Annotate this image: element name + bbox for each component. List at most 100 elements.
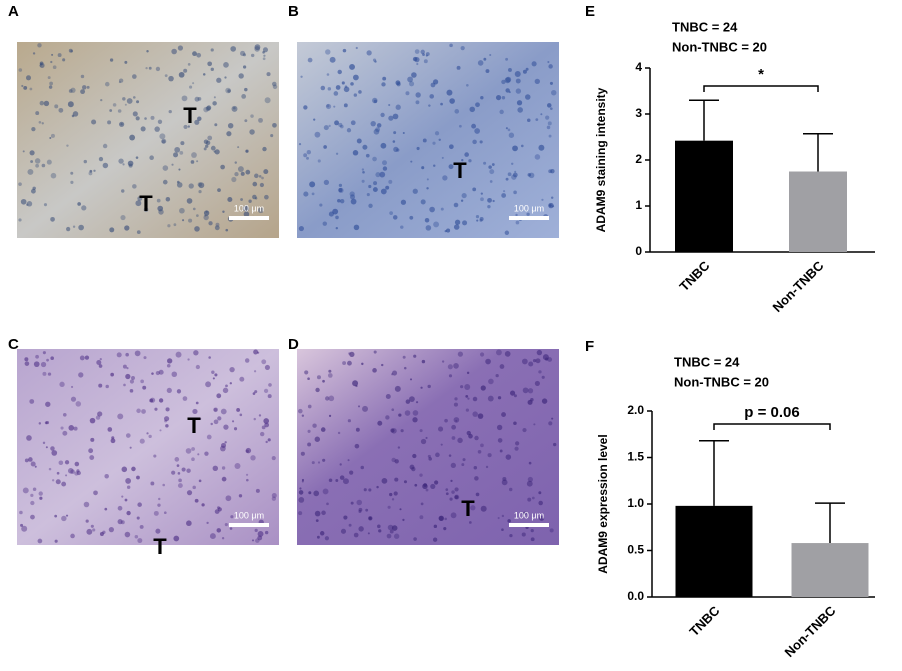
cell-nucleus bbox=[319, 531, 325, 536]
cell-nucleus bbox=[536, 349, 543, 356]
cell-nucleus bbox=[458, 124, 462, 128]
cell-nucleus bbox=[348, 523, 352, 527]
cell-nucleus bbox=[186, 468, 191, 473]
cell-nucleus bbox=[171, 371, 178, 378]
cell-nucleus bbox=[78, 372, 84, 378]
cell-nucleus bbox=[46, 159, 52, 165]
cell-nucleus bbox=[513, 190, 517, 195]
cell-nucleus bbox=[338, 187, 344, 194]
cell-nucleus bbox=[454, 109, 460, 114]
cell-nucleus bbox=[515, 213, 518, 217]
cell-nucleus bbox=[430, 483, 436, 489]
cell-nucleus bbox=[471, 123, 477, 129]
cell-nucleus bbox=[546, 125, 551, 130]
cell-nucleus bbox=[454, 495, 459, 500]
cell-nucleus bbox=[192, 207, 196, 211]
cell-nucleus bbox=[220, 408, 227, 415]
cell-nucleus bbox=[230, 515, 234, 519]
cell-nucleus bbox=[325, 103, 332, 110]
cell-nucleus bbox=[143, 207, 149, 213]
cell-nucleus bbox=[49, 81, 53, 86]
cell-nucleus bbox=[125, 478, 132, 484]
cell-nucleus bbox=[84, 355, 90, 360]
cell-nucleus bbox=[126, 98, 133, 104]
cell-nucleus bbox=[65, 474, 68, 477]
cell-nucleus bbox=[261, 176, 264, 180]
bar bbox=[675, 140, 733, 252]
cell-nucleus bbox=[552, 205, 555, 208]
cell-nucleus bbox=[349, 63, 355, 70]
cell-nucleus bbox=[105, 384, 109, 389]
cell-nucleus bbox=[166, 387, 172, 394]
count-label: TNBC = 24 bbox=[674, 354, 740, 369]
cell-nucleus bbox=[153, 454, 157, 458]
cell-nucleus bbox=[178, 71, 185, 78]
cell-nucleus bbox=[507, 519, 511, 523]
cell-nucleus bbox=[358, 526, 364, 532]
cell-nucleus bbox=[301, 414, 305, 417]
cell-nucleus bbox=[306, 150, 312, 155]
cell-nucleus bbox=[460, 385, 464, 389]
cell-nucleus bbox=[132, 96, 136, 99]
cell-nucleus bbox=[179, 207, 185, 214]
cell-nucleus bbox=[438, 515, 444, 521]
cell-nucleus bbox=[522, 387, 529, 394]
cell-nucleus bbox=[47, 372, 52, 376]
cell-nucleus bbox=[29, 399, 35, 404]
cell-nucleus bbox=[52, 65, 57, 70]
cell-nucleus bbox=[421, 166, 425, 170]
cell-nucleus bbox=[467, 397, 470, 400]
cell-nucleus bbox=[62, 58, 66, 62]
cell-nucleus bbox=[22, 487, 29, 494]
cell-nucleus bbox=[197, 97, 202, 101]
cell-nucleus bbox=[387, 524, 394, 531]
cell-nucleus bbox=[373, 350, 377, 354]
cell-nucleus bbox=[340, 124, 344, 129]
significance-label: * bbox=[758, 66, 764, 83]
cell-nucleus bbox=[470, 505, 476, 511]
cell-nucleus bbox=[50, 446, 55, 451]
cell-nucleus bbox=[350, 501, 354, 505]
cell-nucleus bbox=[56, 471, 60, 475]
cell-nucleus bbox=[373, 181, 378, 186]
cell-nucleus bbox=[380, 142, 387, 149]
cell-nucleus bbox=[457, 351, 464, 357]
cell-nucleus bbox=[473, 466, 478, 470]
cell-nucleus bbox=[440, 207, 444, 211]
cell-nucleus bbox=[325, 49, 331, 55]
cell-nucleus bbox=[530, 537, 535, 542]
cell-nucleus bbox=[210, 67, 214, 71]
cell-nucleus bbox=[350, 198, 357, 205]
cell-nucleus bbox=[177, 483, 183, 488]
cell-nucleus bbox=[26, 203, 29, 206]
cell-nucleus bbox=[188, 218, 193, 223]
cell-nucleus bbox=[334, 120, 339, 126]
cell-nucleus bbox=[99, 357, 102, 361]
cell-nucleus bbox=[229, 527, 233, 530]
cell-nucleus bbox=[154, 407, 158, 411]
cell-nucleus bbox=[254, 44, 261, 51]
cell-nucleus bbox=[521, 358, 528, 365]
cell-nucleus bbox=[231, 105, 238, 112]
cell-nucleus bbox=[253, 349, 259, 355]
cell-nucleus bbox=[453, 224, 460, 230]
cell-nucleus bbox=[487, 204, 491, 209]
cell-nucleus bbox=[70, 396, 77, 402]
cell-nucleus bbox=[390, 428, 395, 433]
cell-nucleus bbox=[136, 475, 140, 480]
micrograph bbox=[17, 349, 279, 545]
cell-nucleus bbox=[263, 54, 266, 57]
cell-nucleus bbox=[35, 354, 39, 359]
cell-nucleus bbox=[415, 401, 419, 404]
cell-nucleus bbox=[321, 510, 326, 516]
cell-nucleus bbox=[466, 430, 471, 436]
cell-nucleus bbox=[267, 394, 272, 399]
cell-nucleus bbox=[480, 197, 484, 202]
cell-nucleus bbox=[252, 194, 257, 200]
cell-nucleus bbox=[229, 366, 235, 373]
cell-nucleus bbox=[501, 412, 506, 418]
cell-nucleus bbox=[307, 377, 310, 381]
cell-nucleus bbox=[420, 386, 423, 389]
cell-nucleus bbox=[515, 88, 522, 94]
cell-nucleus bbox=[474, 128, 481, 134]
